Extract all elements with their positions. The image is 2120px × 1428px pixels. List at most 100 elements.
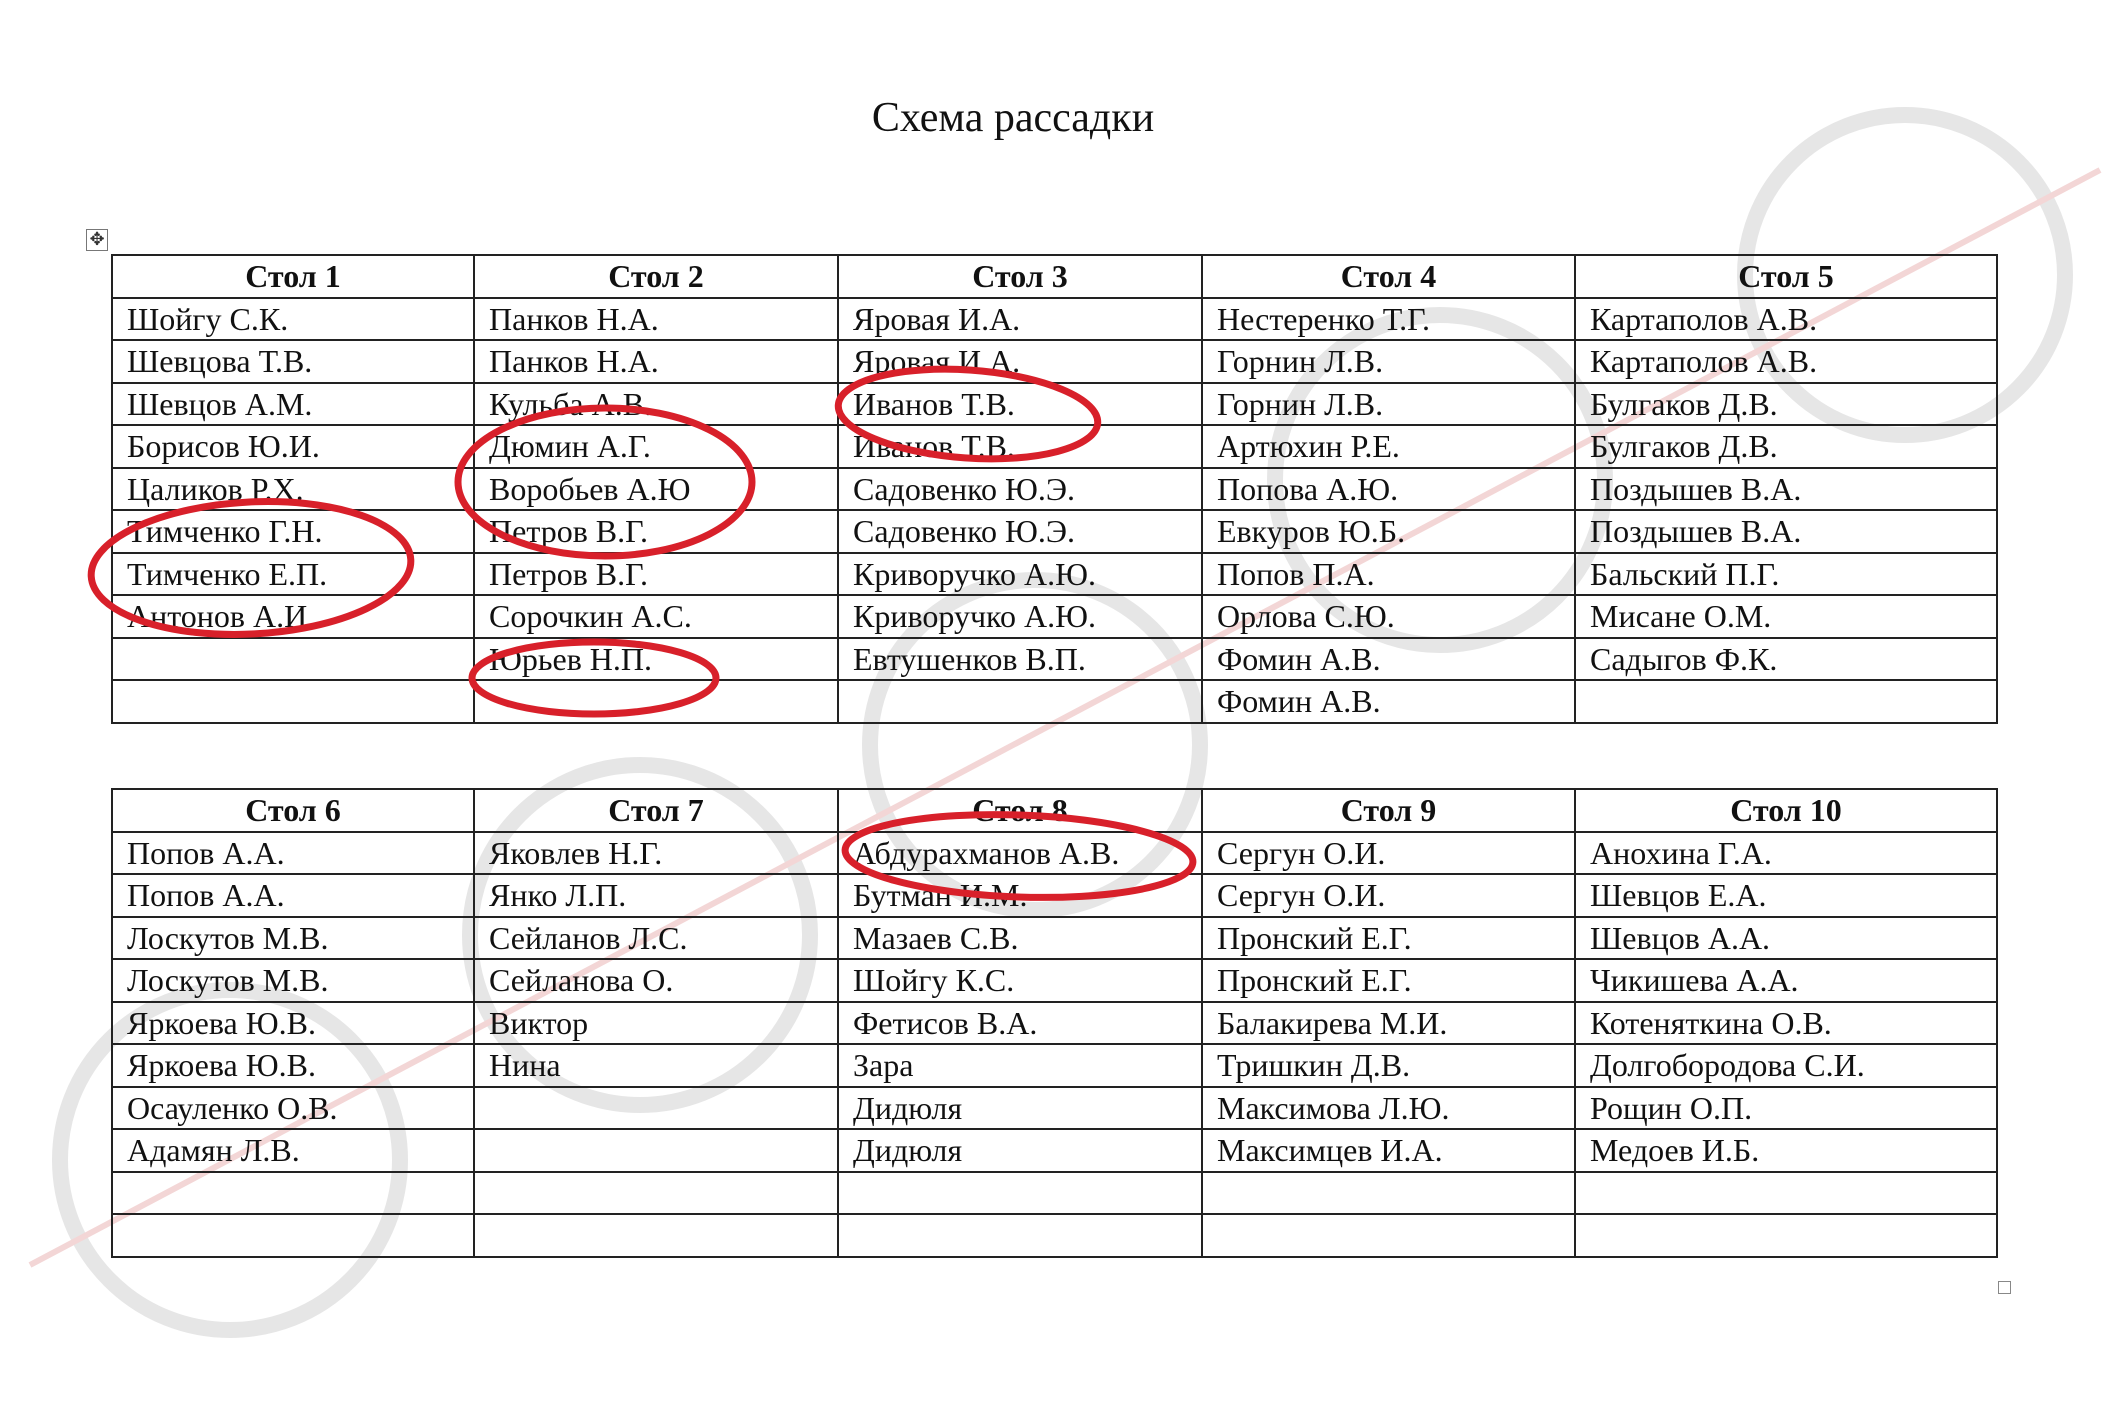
- guest-cell[interactable]: Попов А.А.: [111, 830, 475, 875]
- guest-cell[interactable]: Юрьев Н.П.: [473, 636, 839, 681]
- guest-cell[interactable]: Адамян Л.В.: [111, 1128, 475, 1173]
- guest-cell[interactable]: Панков Н.А.: [473, 296, 839, 341]
- guest-cell[interactable]: Анохина Г.А.: [1574, 830, 1998, 875]
- guest-cell[interactable]: Воробьев А.Ю: [473, 466, 839, 511]
- guest-cell[interactable]: [111, 1170, 475, 1215]
- guest-cell[interactable]: Медоев И.Б.: [1574, 1128, 1998, 1173]
- guest-cell[interactable]: Нина: [473, 1043, 839, 1088]
- guest-cell[interactable]: Котеняткина О.В.: [1574, 1000, 1998, 1045]
- guest-cell[interactable]: Артюхин Р.Е.: [1201, 424, 1576, 469]
- guest-cell[interactable]: [111, 1213, 475, 1258]
- guest-cell[interactable]: Осауленко О.В.: [111, 1085, 475, 1130]
- guest-cell[interactable]: Петров В.Г.: [473, 509, 839, 554]
- guest-cell[interactable]: [473, 1128, 839, 1173]
- guest-cell[interactable]: Иванов Т.В.: [837, 424, 1203, 469]
- guest-cell[interactable]: [1201, 1213, 1576, 1258]
- guest-cell[interactable]: Шевцова Т.В.: [111, 339, 475, 384]
- guest-cell[interactable]: Шойгу К.С.: [837, 958, 1203, 1003]
- guest-cell[interactable]: Антонов А.И.: [111, 594, 475, 639]
- guest-cell[interactable]: Иванов Т.В.: [837, 381, 1203, 426]
- guest-cell[interactable]: Пронский Е.Г.: [1201, 915, 1576, 960]
- guest-cell[interactable]: Сергун О.И.: [1201, 873, 1576, 918]
- guest-cell[interactable]: Зара: [837, 1043, 1203, 1088]
- guest-cell[interactable]: Криворучко А.Ю.: [837, 594, 1203, 639]
- guest-cell[interactable]: Поздышев В.А.: [1574, 509, 1998, 554]
- guest-cell[interactable]: [473, 1213, 839, 1258]
- guest-cell[interactable]: Шевцов А.А.: [1574, 915, 1998, 960]
- guest-cell[interactable]: Чикишева А.А.: [1574, 958, 1998, 1003]
- guest-cell[interactable]: Фетисов В.А.: [837, 1000, 1203, 1045]
- guest-cell[interactable]: Садовенко Ю.Э.: [837, 509, 1203, 554]
- guest-cell[interactable]: Панков Н.А.: [473, 339, 839, 384]
- guest-cell[interactable]: Картаполов А.В.: [1574, 296, 1998, 341]
- guest-cell[interactable]: Шевцов А.М.: [111, 381, 475, 426]
- guest-cell[interactable]: Дюмин А.Г.: [473, 424, 839, 469]
- guest-cell[interactable]: Яковлев Н.Г.: [473, 830, 839, 875]
- guest-cell[interactable]: Яркоева Ю.В.: [111, 1043, 475, 1088]
- guest-cell[interactable]: [837, 1213, 1203, 1258]
- guest-cell[interactable]: Дидюля: [837, 1128, 1203, 1173]
- guest-cell[interactable]: [837, 1170, 1203, 1215]
- guest-cell[interactable]: Лоскутов М.В.: [111, 958, 475, 1003]
- guest-cell[interactable]: Яровая И.А.: [837, 296, 1203, 341]
- guest-cell[interactable]: Цаликов Р.Х.: [111, 466, 475, 511]
- guest-cell[interactable]: Кульба А.В.: [473, 381, 839, 426]
- guest-cell[interactable]: Фомин А.В.: [1201, 636, 1576, 681]
- guest-cell[interactable]: Евкуров Ю.Б.: [1201, 509, 1576, 554]
- guest-cell[interactable]: Бальский П.Г.: [1574, 551, 1998, 596]
- table-move-icon[interactable]: ✥: [86, 229, 108, 251]
- guest-cell[interactable]: Абдурахманов А.В.: [837, 830, 1203, 875]
- guest-cell[interactable]: Садыгов Ф.К.: [1574, 636, 1998, 681]
- guest-cell[interactable]: Долгобородова С.И.: [1574, 1043, 1998, 1088]
- guest-cell[interactable]: Шойгу С.К.: [111, 296, 475, 341]
- guest-cell[interactable]: [473, 1085, 839, 1130]
- guest-cell[interactable]: Поздышев В.А.: [1574, 466, 1998, 511]
- guest-cell[interactable]: [1574, 1170, 1998, 1215]
- guest-cell[interactable]: Сейланов Л.С.: [473, 915, 839, 960]
- guest-cell[interactable]: Булгаков Д.В.: [1574, 424, 1998, 469]
- guest-cell[interactable]: [473, 1170, 839, 1215]
- guest-cell[interactable]: Пронский Е.Г.: [1201, 958, 1576, 1003]
- guest-cell[interactable]: Янко Л.П.: [473, 873, 839, 918]
- guest-cell[interactable]: Балакирева М.И.: [1201, 1000, 1576, 1045]
- guest-cell[interactable]: Шевцов Е.А.: [1574, 873, 1998, 918]
- guest-cell[interactable]: Сейланова О.: [473, 958, 839, 1003]
- guest-cell[interactable]: [837, 679, 1203, 724]
- guest-cell[interactable]: Мисане О.М.: [1574, 594, 1998, 639]
- guest-cell[interactable]: Петров В.Г.: [473, 551, 839, 596]
- guest-cell[interactable]: [473, 679, 839, 724]
- guest-cell[interactable]: Криворучко А.Ю.: [837, 551, 1203, 596]
- guest-cell[interactable]: Садовенко Ю.Э.: [837, 466, 1203, 511]
- guest-cell[interactable]: Сорочкин А.С.: [473, 594, 839, 639]
- guest-cell[interactable]: Бутман И.М.: [837, 873, 1203, 918]
- guest-cell[interactable]: [1201, 1170, 1576, 1215]
- guest-cell[interactable]: Лоскутов М.В.: [111, 915, 475, 960]
- guest-cell[interactable]: Тришкин Д.В.: [1201, 1043, 1576, 1088]
- guest-cell[interactable]: Дидюля: [837, 1085, 1203, 1130]
- guest-cell[interactable]: Попов П.А.: [1201, 551, 1576, 596]
- guest-cell[interactable]: Евтушенков В.П.: [837, 636, 1203, 681]
- guest-cell[interactable]: Попова А.Ю.: [1201, 466, 1576, 511]
- guest-cell[interactable]: [1574, 679, 1998, 724]
- guest-cell[interactable]: Максимова Л.Ю.: [1201, 1085, 1576, 1130]
- guest-cell[interactable]: Максимцев И.А.: [1201, 1128, 1576, 1173]
- guest-cell[interactable]: Борисов Ю.И.: [111, 424, 475, 469]
- guest-cell[interactable]: Мазаев С.В.: [837, 915, 1203, 960]
- guest-cell[interactable]: Яровая И.А.: [837, 339, 1203, 384]
- guest-cell[interactable]: Тимченко Г.Н.: [111, 509, 475, 554]
- guest-cell[interactable]: Фомин А.В.: [1201, 679, 1576, 724]
- guest-cell[interactable]: Сергун О.И.: [1201, 830, 1576, 875]
- guest-cell[interactable]: Горнин Л.В.: [1201, 339, 1576, 384]
- table-resize-icon[interactable]: [1998, 1281, 2011, 1294]
- guest-cell[interactable]: Горнин Л.В.: [1201, 381, 1576, 426]
- guest-cell[interactable]: Виктор: [473, 1000, 839, 1045]
- guest-cell[interactable]: Булгаков Д.В.: [1574, 381, 1998, 426]
- guest-cell[interactable]: Рощин О.П.: [1574, 1085, 1998, 1130]
- guest-cell[interactable]: Нестеренко Т.Г.: [1201, 296, 1576, 341]
- guest-cell[interactable]: Попов А.А.: [111, 873, 475, 918]
- guest-cell[interactable]: Тимченко Е.П.: [111, 551, 475, 596]
- guest-cell[interactable]: [111, 679, 475, 724]
- guest-cell[interactable]: Картаполов А.В.: [1574, 339, 1998, 384]
- guest-cell[interactable]: Орлова С.Ю.: [1201, 594, 1576, 639]
- guest-cell[interactable]: [111, 636, 475, 681]
